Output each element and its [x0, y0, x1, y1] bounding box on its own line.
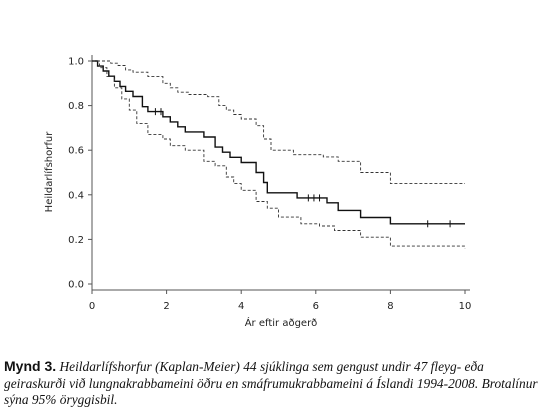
upper-ci-curve	[92, 60, 465, 185]
y-tick-label: 0.8	[68, 101, 84, 112]
x-tick-label: 8	[387, 301, 393, 312]
x-tick-label: 0	[89, 301, 95, 312]
y-axis-title: Heildarlífshorfur	[43, 131, 55, 213]
caption-label: Mynd 3.	[4, 358, 57, 374]
figure-caption: Mynd 3. Heildarlífshorfur (Kaplan-Meier)…	[4, 358, 546, 409]
series-layer	[92, 60, 466, 249]
lower-ci-curve	[92, 60, 466, 249]
y-tick-label: 0.6	[68, 146, 84, 157]
kaplan-meier-chart: 0.0 0.2 0.4 0.6 0.8 1.0 0 2 4 6 8 10 Ár eftir aðge…	[43, 55, 472, 329]
y-tick-label: 0.4	[68, 190, 84, 201]
y-axis-ticks: 0.0 0.2 0.4 0.6 0.8 1.0	[68, 57, 92, 291]
x-tick-label: 6	[313, 301, 319, 312]
survival-curve	[92, 60, 465, 225]
y-tick-label: 0.0	[68, 280, 84, 291]
x-axis-title: Ár eftir aðgerð	[245, 316, 318, 329]
x-tick-label: 2	[163, 301, 169, 312]
x-tick-label: 4	[238, 301, 244, 312]
x-axis-ticks: 0 2 4 6 8 10	[89, 290, 472, 312]
y-tick-label: 0.2	[68, 235, 84, 246]
censor-marks	[154, 108, 451, 228]
x-tick-label: 10	[459, 301, 472, 312]
caption-text: Heildarlífshorfur (Kaplan-Meier) 44 sjúk…	[4, 359, 538, 407]
y-tick-label: 1.0	[68, 57, 84, 68]
